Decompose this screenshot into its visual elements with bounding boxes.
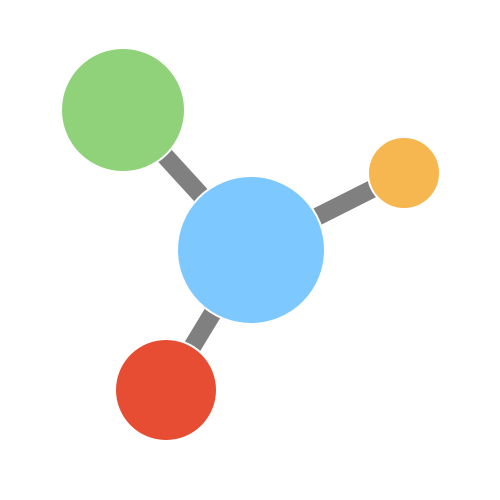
node-red <box>114 338 218 442</box>
node-green <box>60 47 186 173</box>
node-orange <box>367 136 441 210</box>
nodes-layer <box>60 47 441 442</box>
node-center <box>176 175 326 325</box>
